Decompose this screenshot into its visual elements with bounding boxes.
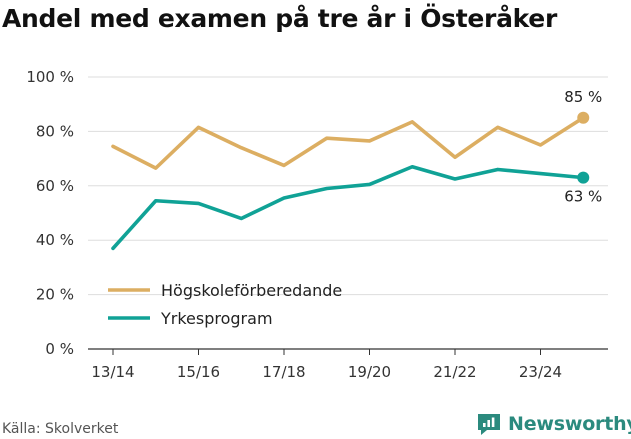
y-tick-label: 40 % xyxy=(36,231,74,249)
x-tick-label: 17/18 xyxy=(262,363,305,381)
x-tick-label: 21/22 xyxy=(433,363,476,381)
y-tick-label: 0 % xyxy=(45,340,74,358)
source-note: Källa: Skolverket xyxy=(2,421,119,437)
legend-label: Högskoleförberedande xyxy=(161,281,342,300)
series-line-yrkesprogram xyxy=(111,164,586,251)
legend-label: Yrkesprogram xyxy=(160,309,273,328)
series: 85 % 63 % xyxy=(111,88,602,251)
chart-title: Andel med examen på tre år i Österåker xyxy=(2,4,557,33)
x-tick-label: 13/14 xyxy=(91,363,134,381)
brand-name: Newsworthy xyxy=(508,413,631,435)
x-tick-label: 15/16 xyxy=(177,363,220,381)
brand-logo: Newsworthy xyxy=(476,409,631,439)
y-tick-label: 80 % xyxy=(36,122,74,140)
series-line-högskoleförberedande xyxy=(111,116,586,170)
y-tick-label: 60 % xyxy=(36,177,74,195)
series-end-point xyxy=(577,111,590,124)
data-label: 85 % xyxy=(564,88,602,106)
data-label: 63 % xyxy=(564,188,602,206)
y-tick-label: 20 % xyxy=(36,286,74,304)
y-axis-ticks: 0 % 20 % 40 % 60 % 80 % 100 % xyxy=(26,68,74,358)
line-chart: 0 % 20 % 40 % 60 % 80 % 100 % 13/14 15/16 17/18… xyxy=(26,68,608,381)
newsworthy-logo-icon xyxy=(478,414,500,435)
x-tick-label: 19/20 xyxy=(348,363,391,381)
x-tick-label: 23/24 xyxy=(519,363,562,381)
legend: Högskoleförberedande Yrkesprogram xyxy=(108,281,342,328)
series-end-point xyxy=(577,171,590,184)
x-axis-ticks: 13/14 15/16 17/18 19/20 21/22 23/24 xyxy=(91,349,562,381)
y-tick-label: 100 % xyxy=(26,68,74,86)
